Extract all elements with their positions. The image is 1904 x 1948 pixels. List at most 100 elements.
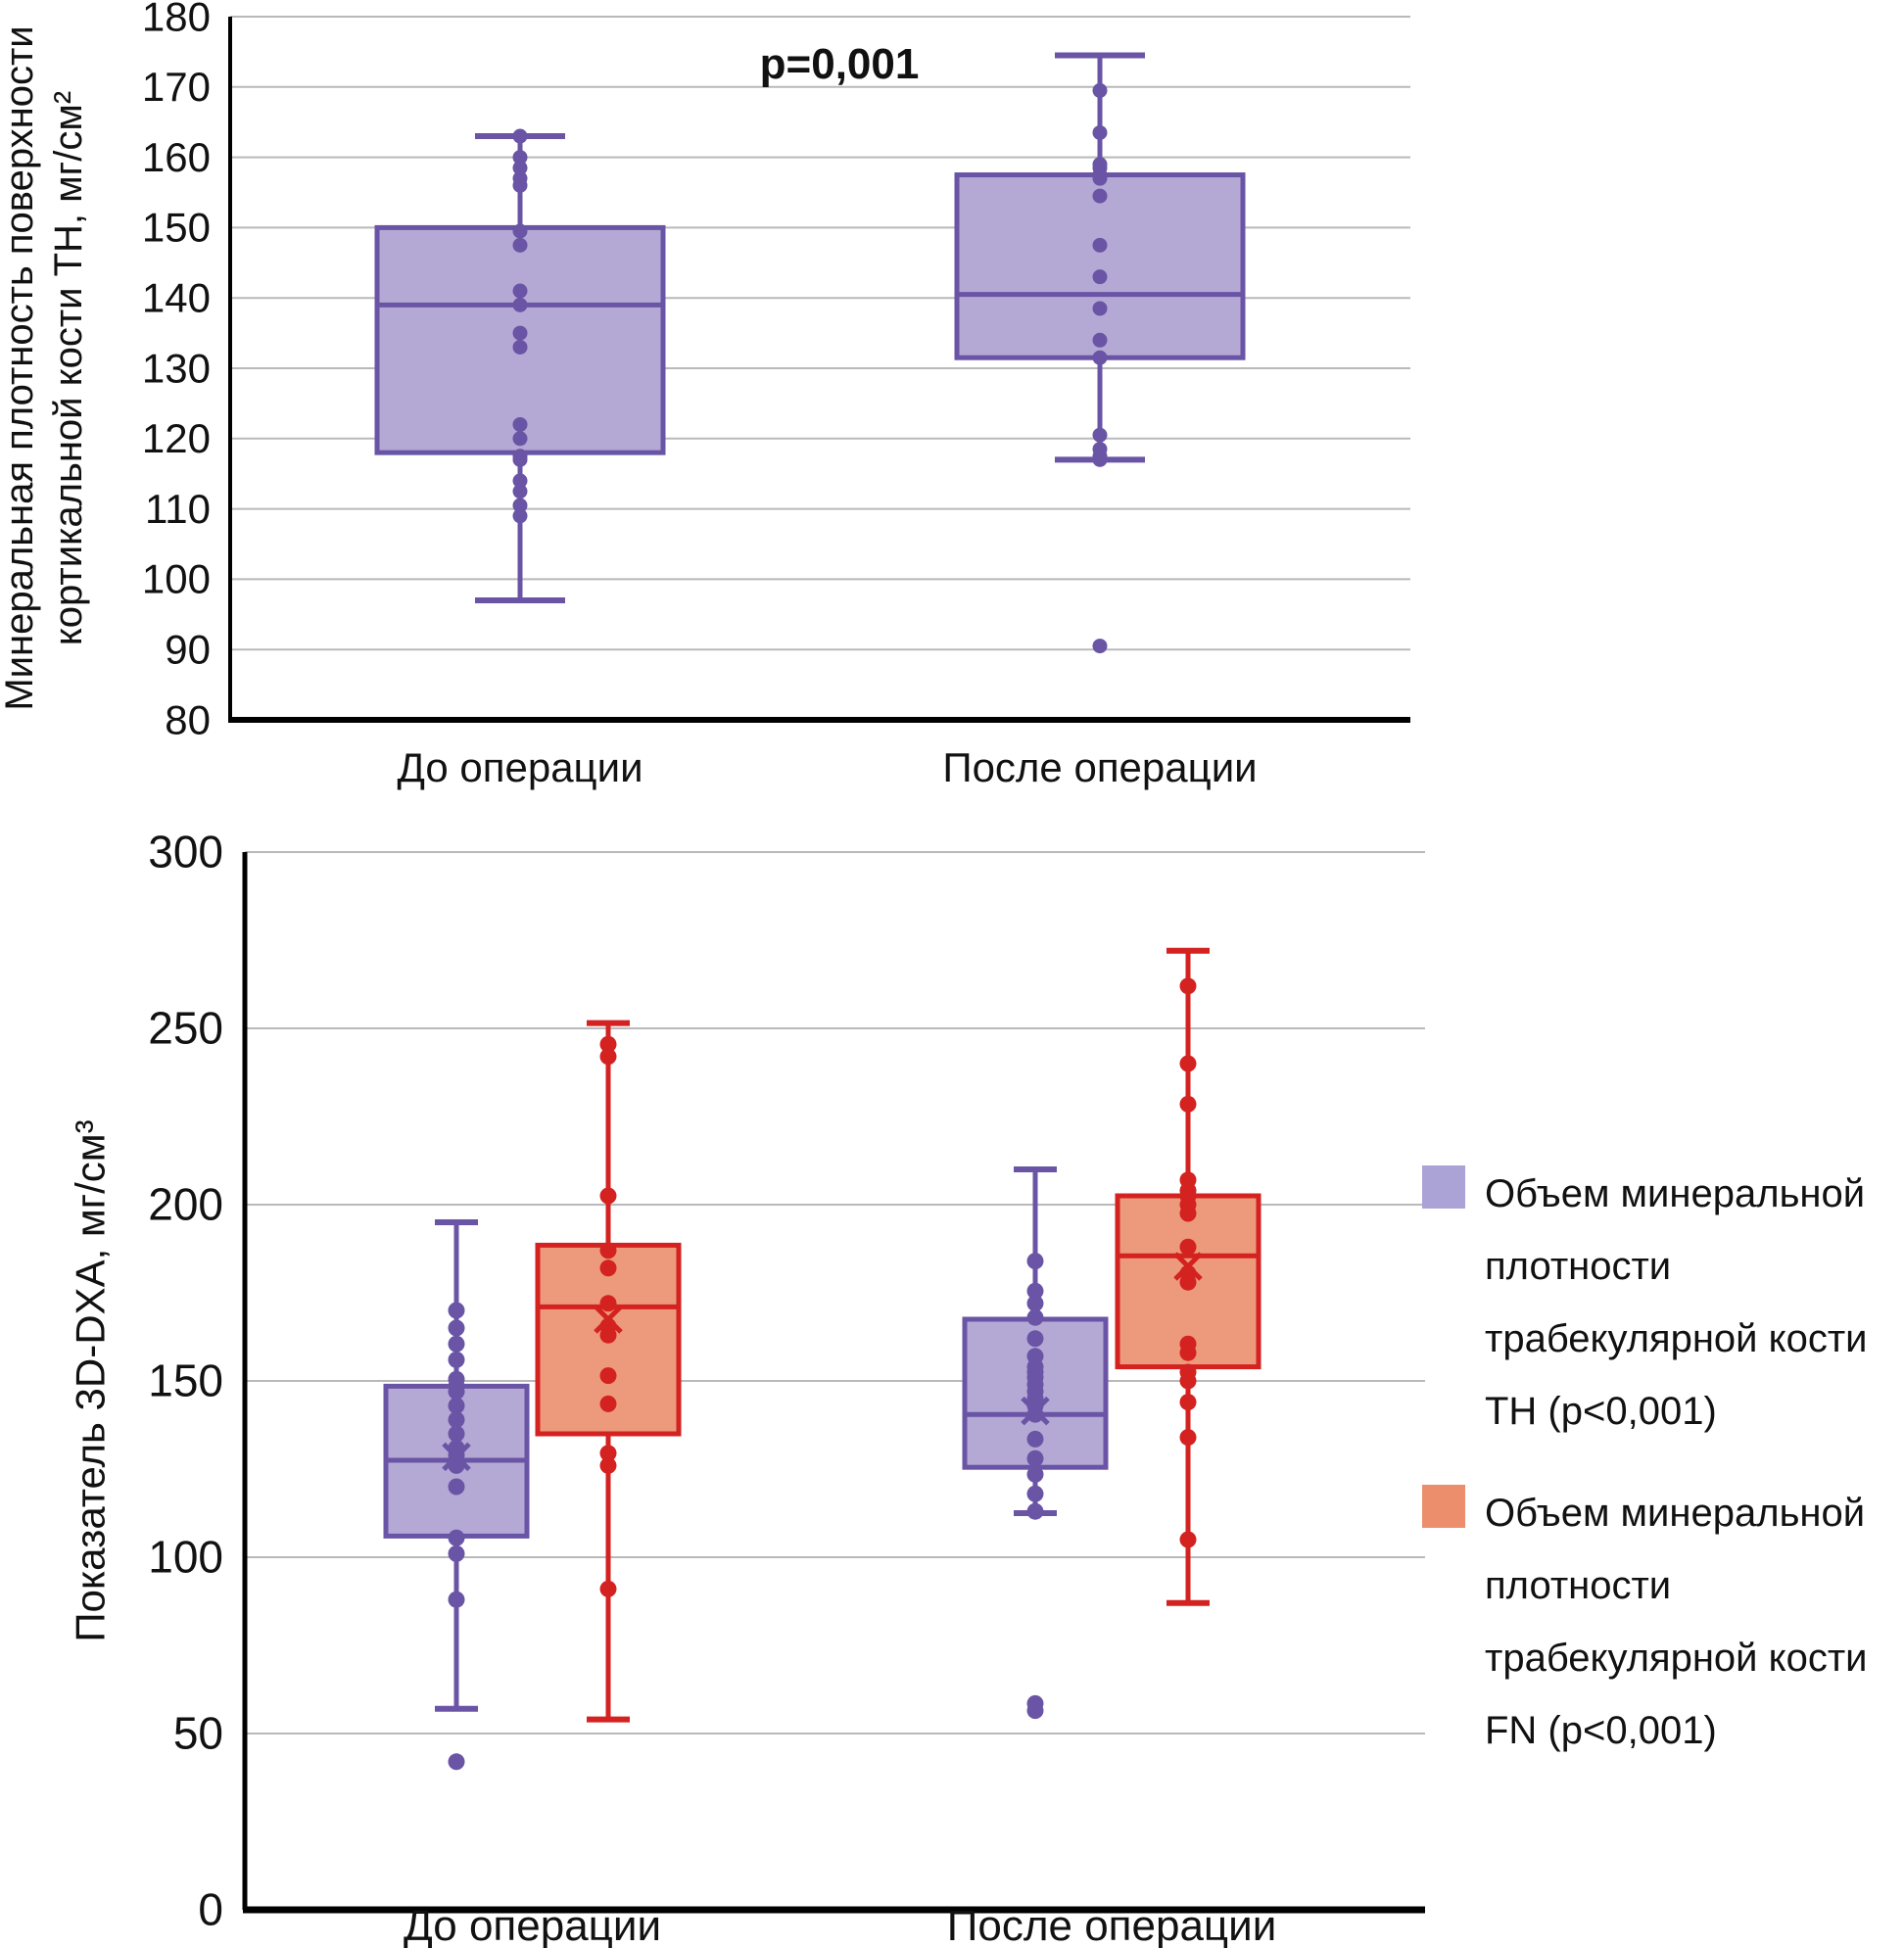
data-point bbox=[1092, 451, 1108, 467]
series-th bbox=[383, 1166, 1109, 1771]
data-point bbox=[599, 1295, 617, 1312]
data-point bbox=[1092, 350, 1108, 365]
data-point bbox=[1179, 1238, 1197, 1256]
data-point bbox=[512, 451, 528, 467]
mean-x-marker bbox=[1021, 1396, 1050, 1426]
legend-item-th: Объем минеральной плотности трабекулярно… bbox=[1422, 1158, 1882, 1448]
data-point bbox=[512, 508, 528, 524]
data-point bbox=[599, 1445, 617, 1462]
data-point bbox=[599, 1048, 617, 1066]
data-point bbox=[512, 237, 528, 253]
data-point bbox=[512, 473, 528, 489]
data-point bbox=[599, 1580, 617, 1597]
data-point bbox=[1179, 1344, 1197, 1361]
data-point bbox=[512, 128, 528, 144]
box-plot bbox=[535, 1020, 682, 1723]
data-point bbox=[599, 1035, 617, 1053]
data-point bbox=[599, 1326, 617, 1344]
x-category-label: После операции bbox=[942, 744, 1257, 790]
data-point bbox=[1026, 1405, 1044, 1423]
data-point bbox=[1092, 170, 1108, 186]
y-tick-label: 180 bbox=[142, 0, 211, 39]
y-tick-label: 120 bbox=[142, 415, 211, 461]
data-point bbox=[512, 325, 528, 341]
data-point bbox=[448, 1529, 465, 1546]
data-point bbox=[448, 1351, 465, 1368]
outlier-point bbox=[448, 1753, 465, 1771]
data-point bbox=[512, 177, 528, 193]
mean-x-marker bbox=[594, 1305, 623, 1334]
y-tick-label: 150 bbox=[148, 1355, 223, 1406]
y-axis-title-line: кортикальной кости TH, мг/см² bbox=[47, 91, 90, 645]
data-point bbox=[1179, 1394, 1197, 1411]
data-point bbox=[1092, 301, 1108, 316]
data-point bbox=[1179, 1531, 1197, 1548]
data-point bbox=[1026, 1502, 1044, 1520]
data-point bbox=[1092, 82, 1108, 98]
y-tick-label: 90 bbox=[165, 626, 211, 672]
data-point bbox=[1179, 1429, 1197, 1447]
data-point bbox=[512, 283, 528, 299]
data-point bbox=[1026, 1295, 1044, 1312]
data-point bbox=[1179, 1095, 1197, 1113]
x-category-labels: До операции После операции bbox=[397, 744, 1257, 790]
data-point bbox=[512, 484, 528, 499]
data-point bbox=[512, 150, 528, 166]
data-point bbox=[1179, 1205, 1197, 1222]
box-plot bbox=[962, 1166, 1109, 1720]
legend-label: Объем минеральной плотности трабекулярно… bbox=[1485, 1172, 1868, 1433]
data-point bbox=[1026, 1485, 1044, 1502]
legend-label: Объем минеральной плотности трабекулярно… bbox=[1485, 1492, 1868, 1752]
data-point bbox=[1092, 269, 1108, 285]
y-tick-label: 160 bbox=[142, 134, 211, 180]
data-point bbox=[599, 1456, 617, 1474]
legend-swatch-th bbox=[1422, 1165, 1465, 1209]
data-point bbox=[1179, 977, 1197, 995]
data-point bbox=[1092, 237, 1108, 253]
data-point bbox=[448, 1319, 465, 1337]
data-points bbox=[1026, 1253, 1044, 1520]
data-point bbox=[599, 1367, 617, 1385]
data-point bbox=[1179, 1372, 1197, 1390]
data-point bbox=[599, 1395, 617, 1412]
y-tick-label: 100 bbox=[148, 1532, 223, 1583]
y-tick-label: 140 bbox=[142, 274, 211, 320]
x-category-label: До операции bbox=[404, 1902, 661, 1948]
data-point bbox=[512, 498, 528, 513]
box-plot bbox=[383, 1219, 530, 1771]
data-point bbox=[1026, 1308, 1044, 1326]
outlier-point bbox=[1026, 1702, 1044, 1720]
data-points bbox=[1092, 82, 1108, 467]
data-point bbox=[512, 339, 528, 355]
y-tick-label: 250 bbox=[148, 1003, 223, 1054]
y-tick-label: 200 bbox=[148, 1179, 223, 1230]
data-point bbox=[1092, 427, 1108, 443]
x-category-labels: До операции После операции bbox=[404, 1902, 1276, 1948]
data-point bbox=[1026, 1330, 1044, 1348]
p-value-annotation: p=0,001 bbox=[760, 40, 920, 88]
legend-item-fn: Объем минеральной плотности трабекулярно… bbox=[1422, 1477, 1882, 1767]
y-axis-tick-labels: 180 170 160 150 140 130 120 110 100 90 80 bbox=[142, 0, 211, 742]
y-axis-title: Показатель 3D-DXA, мг/см³ bbox=[68, 1119, 114, 1641]
chart-3d-dxa-boxplot: 300 250 200 150 100 50 0 До операции После опера… bbox=[68, 828, 1425, 1948]
iqr-box bbox=[954, 172, 1246, 360]
series-fn bbox=[535, 947, 1261, 1723]
y-tick-label: 300 bbox=[148, 828, 223, 878]
chart-legend: Объем минеральной плотности трабекулярно… bbox=[1422, 1158, 1882, 1796]
data-point bbox=[1179, 1273, 1197, 1291]
data-point bbox=[1179, 1055, 1197, 1072]
y-tick-label: 0 bbox=[198, 1884, 223, 1935]
legend-swatch-fn bbox=[1422, 1485, 1465, 1528]
y-axis-title-line: Показатель 3D-DXA, мг/см³ bbox=[68, 1119, 114, 1641]
data-point bbox=[512, 160, 528, 175]
y-tick-label: 170 bbox=[142, 64, 211, 110]
mean-x-marker bbox=[442, 1442, 471, 1472]
data-point bbox=[512, 431, 528, 447]
box-plot bbox=[374, 128, 666, 603]
data-point bbox=[1092, 124, 1108, 140]
y-tick-label: 100 bbox=[142, 556, 211, 602]
data-point bbox=[1026, 1282, 1044, 1300]
data-points bbox=[512, 128, 528, 524]
y-tick-label: 110 bbox=[145, 486, 211, 532]
data-point bbox=[1026, 1449, 1044, 1467]
